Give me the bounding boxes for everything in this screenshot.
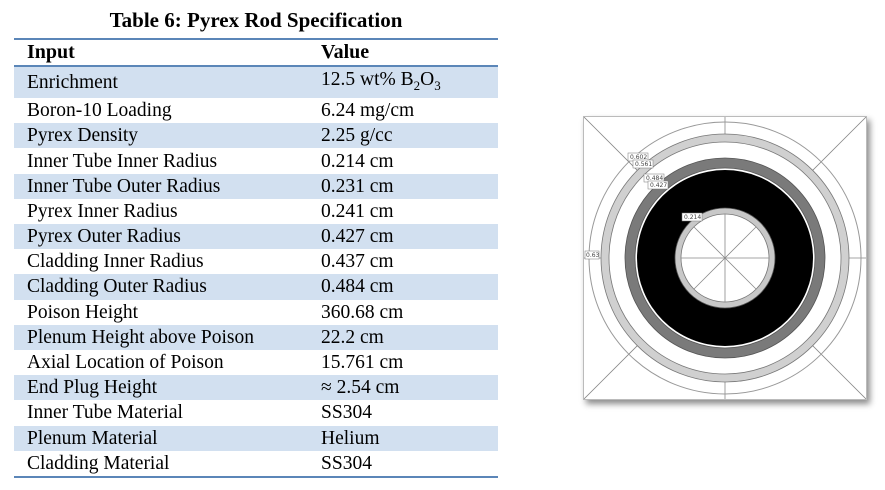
row-input: Pyrex Outer Radius bbox=[27, 226, 181, 248]
row-value: Helium bbox=[321, 427, 380, 449]
row-value: 0.241 cm bbox=[321, 200, 394, 222]
table-row: Plenum Material Helium bbox=[14, 425, 498, 451]
table-row: Pyrex Inner Radius 0.241 cm bbox=[14, 199, 498, 224]
row-value: 360.68 cm bbox=[321, 301, 404, 323]
row-value: 2.25 g/cc bbox=[321, 125, 393, 147]
header-value: Value bbox=[321, 41, 370, 64]
rod-cross-section-figure: 0.602 0.561 0.484 0.427 0.214 0.63 bbox=[583, 116, 867, 400]
value-text: 12.5 wt% B bbox=[321, 69, 414, 91]
row-input: Inner Tube Outer Radius bbox=[27, 175, 221, 197]
radius-label: 0.561 bbox=[635, 161, 652, 168]
table-row: End Plug Height ≈ 2.54 cm bbox=[14, 375, 498, 401]
row-value: 12.5 wt% B2O3 bbox=[315, 66, 498, 98]
row-value: 15.761 cm bbox=[321, 352, 404, 374]
row-value: ≈ 2.54 cm bbox=[321, 377, 400, 399]
value-subscript: 3 bbox=[434, 78, 441, 94]
row-input: Cladding Outer Radius bbox=[27, 276, 207, 298]
label-box bbox=[632, 159, 654, 169]
table-row: Inner Tube Outer Radius 0.231 cm bbox=[14, 173, 498, 199]
cross-section-diagram: 0.602 0.561 0.484 0.427 0.214 0.63 bbox=[584, 117, 866, 399]
label-box bbox=[584, 250, 600, 260]
table-row: Cladding Outer Radius 0.484 cm bbox=[14, 274, 498, 300]
table-row: Axial Location of Poison 15.761 cm bbox=[14, 350, 498, 375]
table-row: Cladding Inner Radius 0.437 cm bbox=[14, 249, 498, 274]
radius-label: 0.484 bbox=[646, 175, 663, 182]
row-input: Pyrex Inner Radius bbox=[27, 200, 178, 222]
row-input: Cladding Inner Radius bbox=[27, 251, 204, 273]
row-input: Cladding Material bbox=[27, 452, 170, 474]
table-title: Table 6: Pyrex Rod Specification bbox=[109, 8, 403, 32]
table-row: Pyrex Outer Radius 0.427 cm bbox=[14, 224, 498, 250]
label-box bbox=[681, 212, 703, 222]
row-input: Boron-10 Loading bbox=[27, 100, 172, 122]
value-subscript: 2 bbox=[413, 78, 421, 94]
table-row: Cladding Material SS304 bbox=[14, 451, 498, 477]
table-row: Enrichment 12.5 wt% B2O3 bbox=[14, 66, 498, 99]
row-input: Poison Height bbox=[27, 301, 139, 323]
row-value: 0.214 cm bbox=[321, 150, 394, 172]
table-row: Plenum Height above Poison 22.2 cm bbox=[14, 324, 498, 350]
value-text: O bbox=[420, 69, 435, 91]
table-header-row: Input Value bbox=[14, 39, 498, 67]
table-row: Poison Height 360.68 cm bbox=[14, 300, 498, 325]
table-row: Inner Tube Inner Radius 0.214 cm bbox=[14, 148, 498, 173]
row-value: 0.231 cm bbox=[321, 175, 394, 197]
row-input: Inner Tube Inner Radius bbox=[27, 150, 218, 172]
row-input: Inner Tube Material bbox=[27, 402, 183, 424]
row-value: 22.2 cm bbox=[321, 326, 384, 348]
row-value: 6.24 mg/cm bbox=[321, 100, 415, 122]
radius-label: 0.602 bbox=[630, 154, 647, 161]
row-input: Axial Location of Poison bbox=[27, 352, 224, 374]
row-value: 0.484 cm bbox=[321, 276, 394, 298]
row-value: SS304 bbox=[321, 402, 372, 424]
pyrex-spec-table: Input Value Enrichment 12.5 wt% B2O3 Bor… bbox=[14, 38, 498, 478]
header-input: Input bbox=[27, 41, 75, 64]
radius-label-group: 0.602 0.561 0.484 0.427 0.214 0.63 bbox=[584, 152, 703, 260]
table-row: Pyrex Density 2.25 g/cc bbox=[14, 123, 498, 149]
radius-label: 0.214 bbox=[684, 214, 701, 221]
row-input: Plenum Height above Poison bbox=[27, 326, 254, 348]
row-input: Plenum Material bbox=[27, 427, 158, 449]
row-value: 0.437 cm bbox=[321, 251, 394, 273]
row-value: 0.427 cm bbox=[321, 226, 394, 248]
row-value: SS304 bbox=[321, 452, 372, 474]
row-input: End Plug Height bbox=[27, 377, 157, 399]
row-input: Pyrex Density bbox=[27, 125, 139, 147]
row-input: Enrichment bbox=[27, 72, 118, 94]
radius-label: 0.427 bbox=[650, 182, 667, 189]
radius-label: 0.63 bbox=[586, 252, 600, 259]
table-row: Inner Tube Material SS304 bbox=[14, 400, 498, 425]
label-box bbox=[647, 180, 669, 190]
table-row: Boron-10 Loading 6.24 mg/cm bbox=[14, 98, 498, 123]
